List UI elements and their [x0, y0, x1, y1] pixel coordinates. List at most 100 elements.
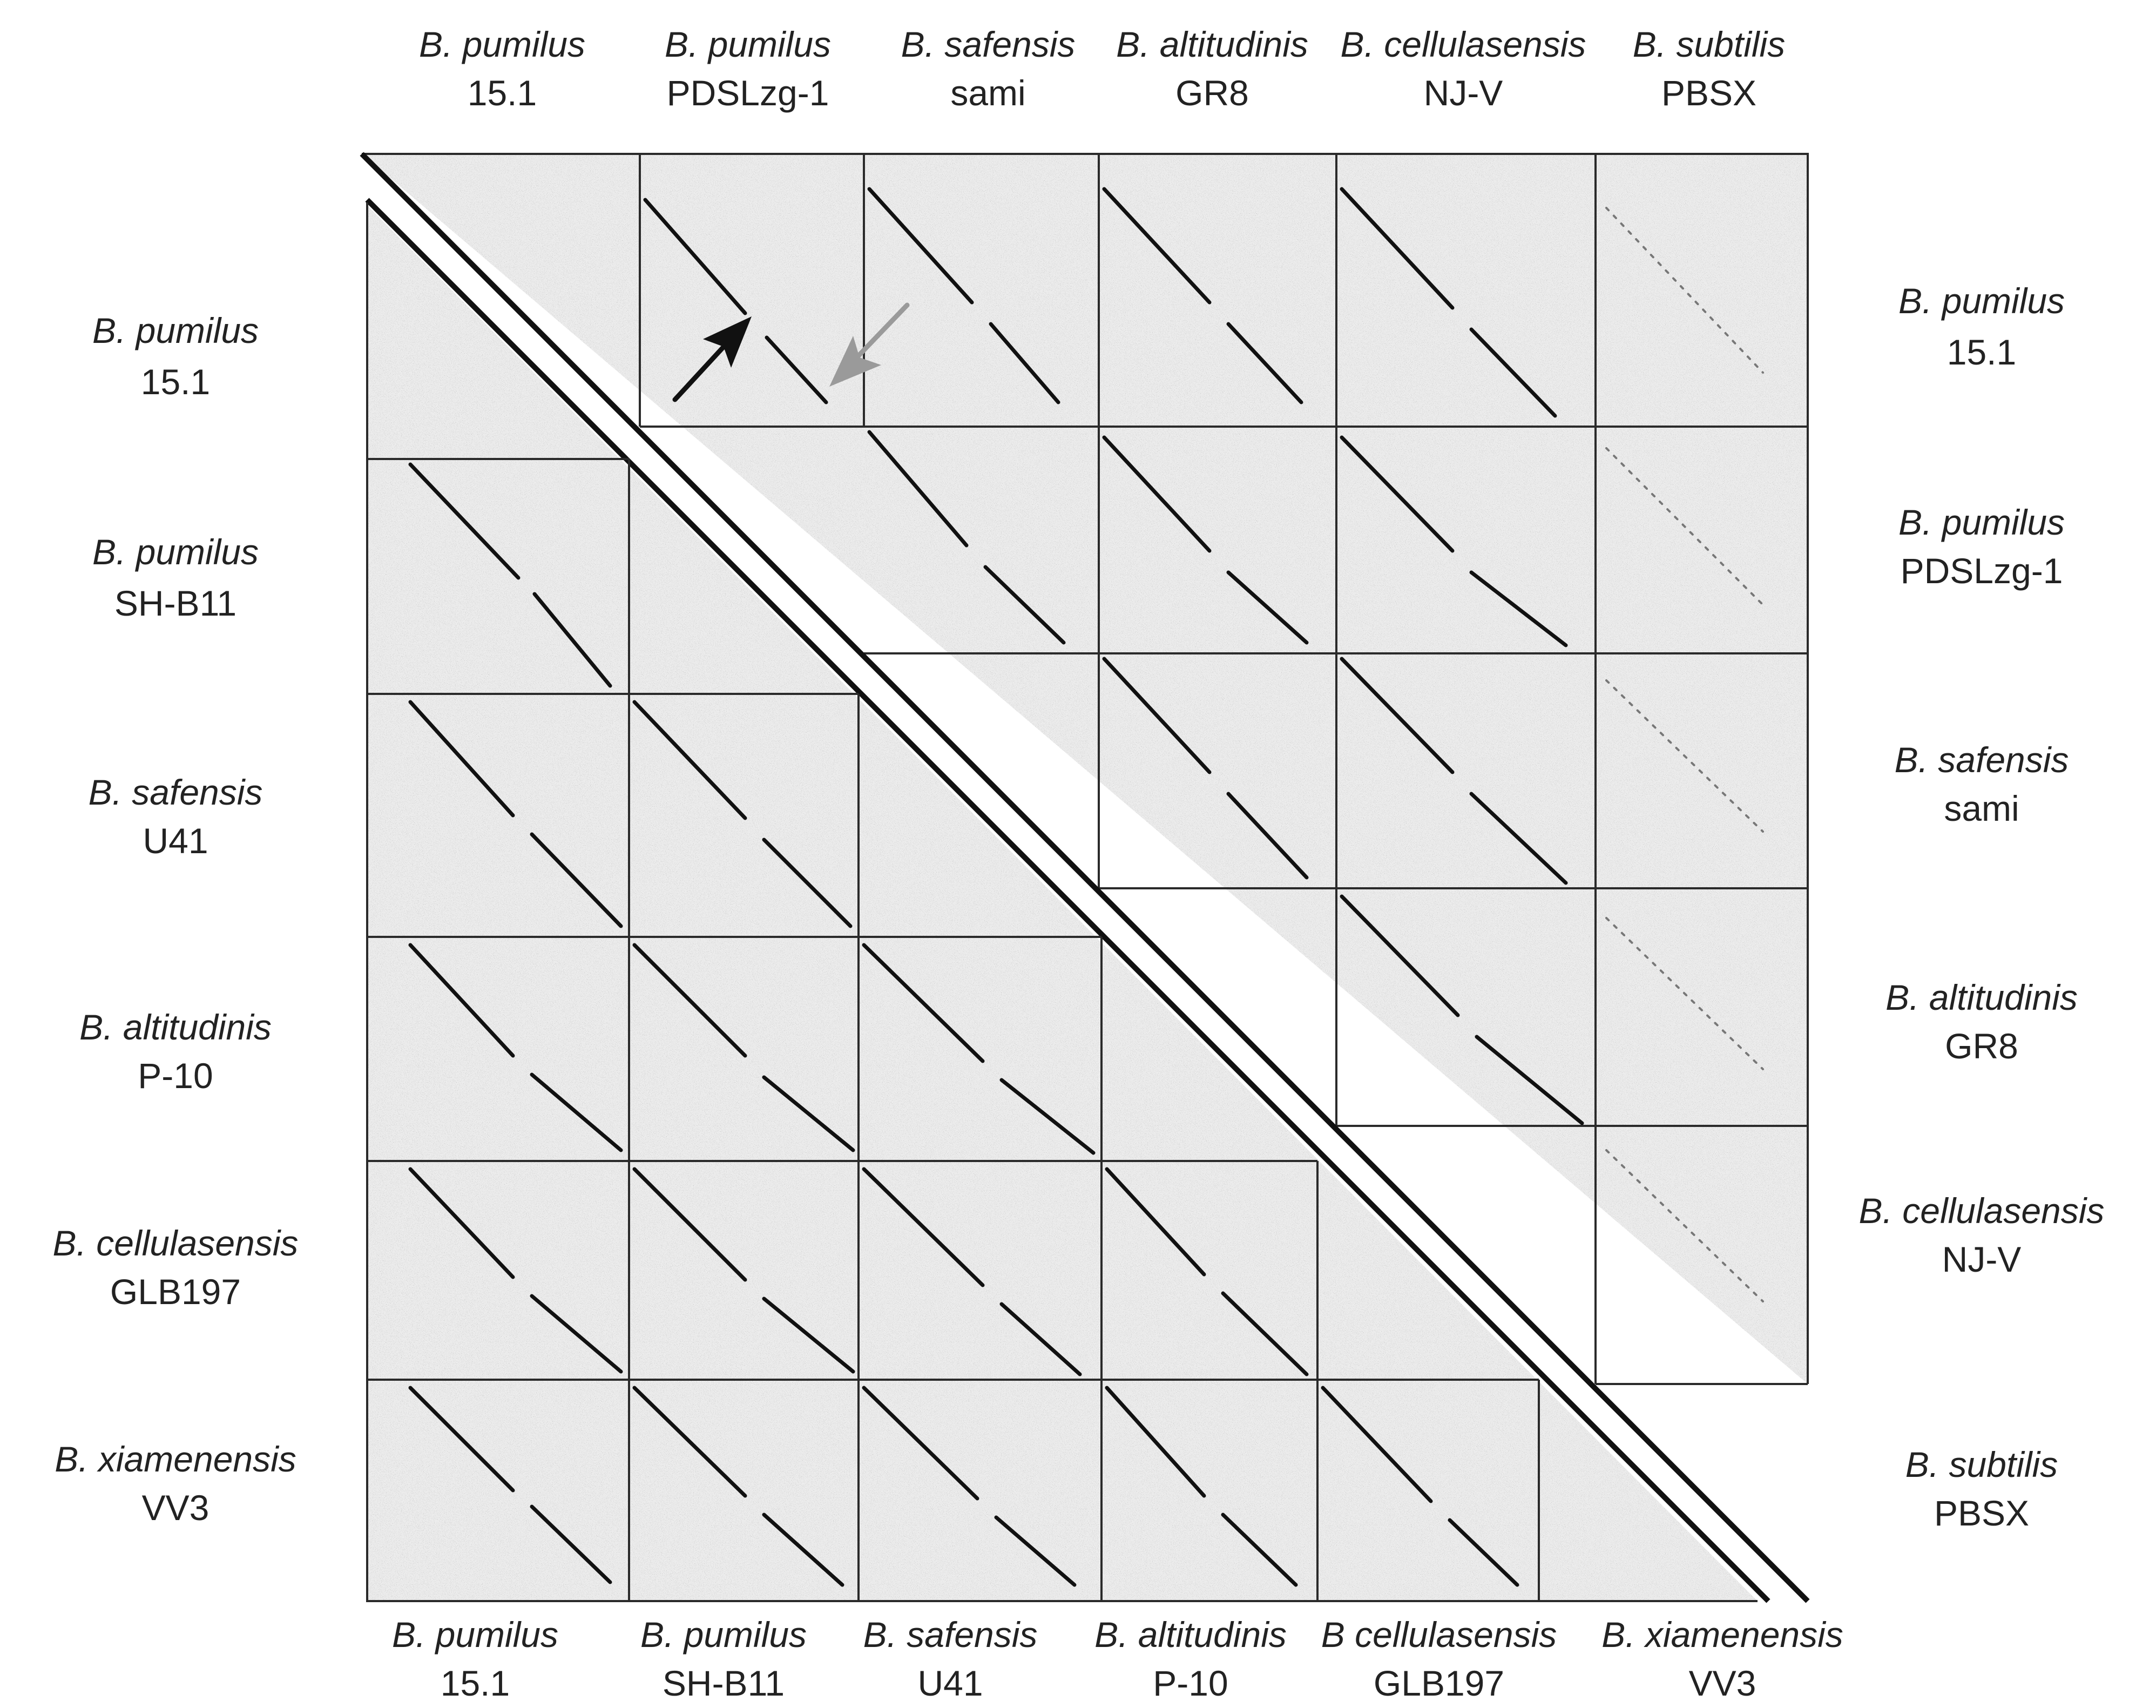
left-label-1-strain: 15.1 [141, 362, 210, 402]
upper-signal-r3c5-b [1469, 792, 1568, 885]
upper-signal-r2c5-b [1469, 570, 1568, 647]
lower-triangle-panels [366, 202, 1758, 1602]
bottom-label-2-species: B. pumilus [640, 1615, 807, 1655]
top-label-1-species: B. pumilus [419, 24, 585, 64]
left-label-2-species: B. pumilus [92, 532, 259, 572]
top-label-2-species: B. pumilus [665, 24, 831, 64]
bottom-label-3: B. safensis U41 [863, 1615, 1038, 1703]
lower-signal-r6c1-b [530, 1504, 612, 1584]
upper-signal-r2c5-a [1340, 435, 1455, 553]
right-label-6: B. subtilis PBSX [1905, 1444, 2058, 1533]
upper-signal-r1c3-a [867, 187, 974, 305]
lower-signal-r3c2-b [762, 838, 853, 928]
top-label-5-strain: NJ-V [1424, 73, 1503, 113]
upper-signal-r3c4-b [1226, 792, 1309, 880]
right-label-6-strain: PBSX [1934, 1493, 2029, 1533]
left-label-6: B. xiamenensis VV3 [55, 1439, 296, 1528]
lower-signal-r5c3-b [999, 1302, 1082, 1376]
left-label-5: B. cellulasensis GLB197 [53, 1223, 299, 1312]
lower-signal-r4c3-a [862, 943, 985, 1063]
lower-signal-r4c2-a [632, 943, 747, 1058]
upper-weak-subtilis-diagonals [1605, 207, 1764, 1302]
left-label-4-species: B. altitudinis [79, 1007, 272, 1047]
lower-signal-r4c1-a [408, 943, 515, 1058]
upper-signal-r3c4-a [1102, 657, 1212, 774]
bottom-label-2: B. pumilus SH-B11 [640, 1615, 807, 1703]
top-label-6: B. subtilis PBSX [1633, 24, 1785, 113]
upper-triangle-panels [362, 153, 1809, 1385]
upper-alignment-diagonals [643, 187, 1584, 1125]
bottom-label-6-species: B. xiamenensis [1601, 1615, 1843, 1655]
lower-signal-r3c1-b [530, 832, 623, 928]
top-label-2-strain: PDSLzg-1 [667, 73, 829, 113]
lower-outer-border [366, 202, 1758, 1602]
right-label-6-species: B. subtilis [1905, 1444, 2058, 1484]
top-label-5: B. cellulasensis NJ-V [1341, 24, 1586, 113]
left-label-4-strain: P-10 [138, 1056, 213, 1096]
lower-signal-r6c1-a [408, 1386, 515, 1493]
top-label-2: B. pumilus PDSLzg-1 [665, 24, 831, 113]
upper-outer-border [362, 153, 1809, 1384]
top-label-3-species: B. safensis [901, 24, 1076, 64]
diagonal-band-upper-edge [360, 152, 1810, 1603]
lower-grid [366, 202, 1758, 1602]
bottom-label-5-species: B cellulasensis [1321, 1615, 1557, 1655]
lower-signal-r6c2-a [632, 1386, 747, 1498]
top-label-6-strain: PBSX [1661, 73, 1756, 113]
lower-signal-r5c1-b [530, 1294, 623, 1374]
left-label-1-species: B. pumilus [92, 310, 259, 350]
bottom-label-3-strain: U41 [917, 1663, 983, 1703]
bottom-axis-labels: B. pumilus 15.1 B. pumilus SH-B11 B. saf… [392, 1615, 1843, 1703]
bottom-label-5: B cellulasensis GLB197 [1321, 1615, 1557, 1703]
lower-signal-r5c4-a [1105, 1167, 1206, 1277]
lower-signal-r5c3-a [862, 1167, 985, 1287]
bottom-label-4: B. altitudinis P-10 [1094, 1615, 1287, 1703]
upper-signal-r1c5-a [1340, 187, 1455, 310]
right-label-3-species: B. safensis [1895, 740, 2069, 780]
lower-alignment-diagonals [408, 462, 1519, 1587]
upper-signal-r1c4-a [1102, 187, 1212, 305]
right-label-5-species: B. cellulasensis [1859, 1191, 2105, 1231]
lower-signal-r6c3-a [862, 1386, 979, 1501]
weak-signal-subtilis-r5 [1605, 1149, 1764, 1302]
lower-signal-r2c1-b [532, 592, 612, 688]
upper-signal-r2c3-b [983, 565, 1066, 645]
weak-signal-subtilis-r4 [1605, 917, 1764, 1070]
top-label-4-strain: GR8 [1175, 73, 1249, 113]
right-label-2: B. pumilus PDSLzg-1 [1898, 502, 2065, 591]
bottom-label-6: B. xiamenensis VV3 [1601, 1615, 1843, 1703]
bottom-label-4-species: B. altitudinis [1094, 1615, 1287, 1655]
upper-signal-r1c5-b [1469, 327, 1557, 418]
lower-signal-r6c5-a [1321, 1386, 1433, 1503]
left-label-5-species: B. cellulasensis [53, 1223, 299, 1263]
left-label-4: B. altitudinis P-10 [79, 1007, 272, 1096]
lower-signal-r5c4-b [1221, 1291, 1309, 1376]
bottom-label-1: B. pumilus 15.1 [392, 1615, 558, 1703]
upper-signal-r4c5-b [1475, 1035, 1584, 1125]
bottom-label-5-strain: GLB197 [1374, 1663, 1504, 1703]
lower-triangle-speckle [367, 205, 1758, 1601]
top-axis-labels: B. pumilus 15.1 B. pumilus PDSLzg-1 B. s… [419, 24, 1785, 113]
right-label-1-species: B. pumilus [1898, 281, 2065, 321]
top-label-4-species: B. altitudinis [1116, 24, 1308, 64]
bottom-label-4-strain: P-10 [1153, 1663, 1228, 1703]
lower-signal-r5c2-b [762, 1297, 855, 1374]
top-label-5-species: B. cellulasensis [1341, 24, 1586, 64]
lower-signal-r4c3-b [999, 1078, 1096, 1155]
left-label-3-strain: U41 [143, 821, 208, 861]
right-label-5-strain: NJ-V [1942, 1239, 2022, 1279]
lower-signal-r6c4-b [1221, 1513, 1298, 1587]
gray-arrow-icon [829, 302, 910, 387]
upper-signal-r2c3-a [867, 430, 969, 548]
upper-panel-backgrounds [362, 154, 1808, 1384]
lower-signal-r6c5-b [1448, 1518, 1519, 1587]
weak-signal-subtilis-r3 [1605, 679, 1764, 833]
weak-signal-subtilis-r2 [1605, 447, 1764, 606]
left-label-6-strain: VV3 [142, 1488, 209, 1528]
diagonal-band-lower-edge [365, 198, 1770, 1603]
lower-panel-backgrounds [367, 205, 1758, 1601]
right-label-4-strain: GR8 [1945, 1026, 2018, 1066]
bottom-label-6-strain: VV3 [1689, 1663, 1756, 1703]
top-label-3-strain: sami [950, 73, 1025, 113]
lower-signal-r5c2-a [632, 1167, 747, 1282]
